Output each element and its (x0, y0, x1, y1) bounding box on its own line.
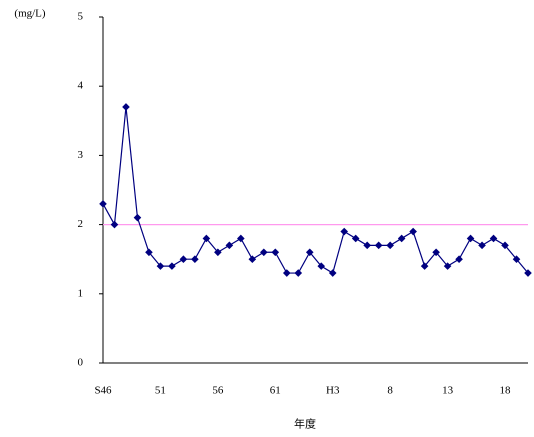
data-point (386, 241, 394, 250)
data-point (110, 220, 119, 229)
data-point (478, 241, 486, 250)
data-point (501, 241, 509, 250)
data-point (397, 234, 406, 243)
data-point (363, 241, 371, 250)
y-tick-label: 1 (78, 287, 84, 299)
data-point (340, 227, 349, 236)
data-point (145, 248, 153, 257)
data-point (443, 262, 452, 270)
x-tick-label: S46 (94, 385, 112, 397)
data-point (168, 262, 176, 270)
data-point (455, 255, 463, 263)
data-point (524, 269, 532, 277)
data-point (122, 103, 130, 111)
data-point (133, 213, 142, 222)
y-tick-label: 4 (78, 80, 84, 92)
data-point (237, 234, 245, 243)
data-point (317, 262, 326, 270)
data-point (305, 248, 314, 257)
y-tick-label: 0 (78, 357, 84, 369)
y-tick-label: 3 (78, 149, 84, 161)
x-tick-label: 13 (442, 385, 454, 397)
data-point (260, 248, 268, 257)
x-axis-label: 年度 (294, 417, 316, 431)
data-point (225, 241, 234, 250)
x-tick-label: 51 (155, 385, 166, 397)
data-point (282, 269, 291, 277)
data-point (489, 234, 498, 243)
data-point (179, 255, 188, 263)
x-tick-label: 18 (500, 385, 512, 397)
x-tick-label: 8 (387, 385, 393, 397)
data-point (432, 248, 440, 257)
data-point (374, 241, 383, 250)
y-tick-label: 2 (78, 218, 84, 230)
data-point (271, 248, 280, 257)
data-point (202, 234, 211, 243)
x-tick-label: H3 (326, 385, 340, 397)
data-point (191, 255, 199, 263)
series-line (102, 106, 529, 274)
data-point (328, 269, 337, 277)
data-point (512, 255, 521, 263)
data-point (351, 234, 360, 243)
y-axis-label: (mg/L) (14, 8, 45, 20)
data-point (214, 248, 222, 257)
data-point (420, 262, 429, 270)
data-point (294, 269, 303, 277)
data-point (99, 200, 107, 208)
data-point (409, 227, 417, 236)
x-tick-label: 61 (270, 385, 281, 397)
y-tick-label: 5 (78, 11, 84, 23)
data-point (248, 255, 257, 263)
x-tick-label: 56 (212, 385, 224, 397)
data-point (466, 234, 475, 243)
data-point (156, 262, 165, 270)
